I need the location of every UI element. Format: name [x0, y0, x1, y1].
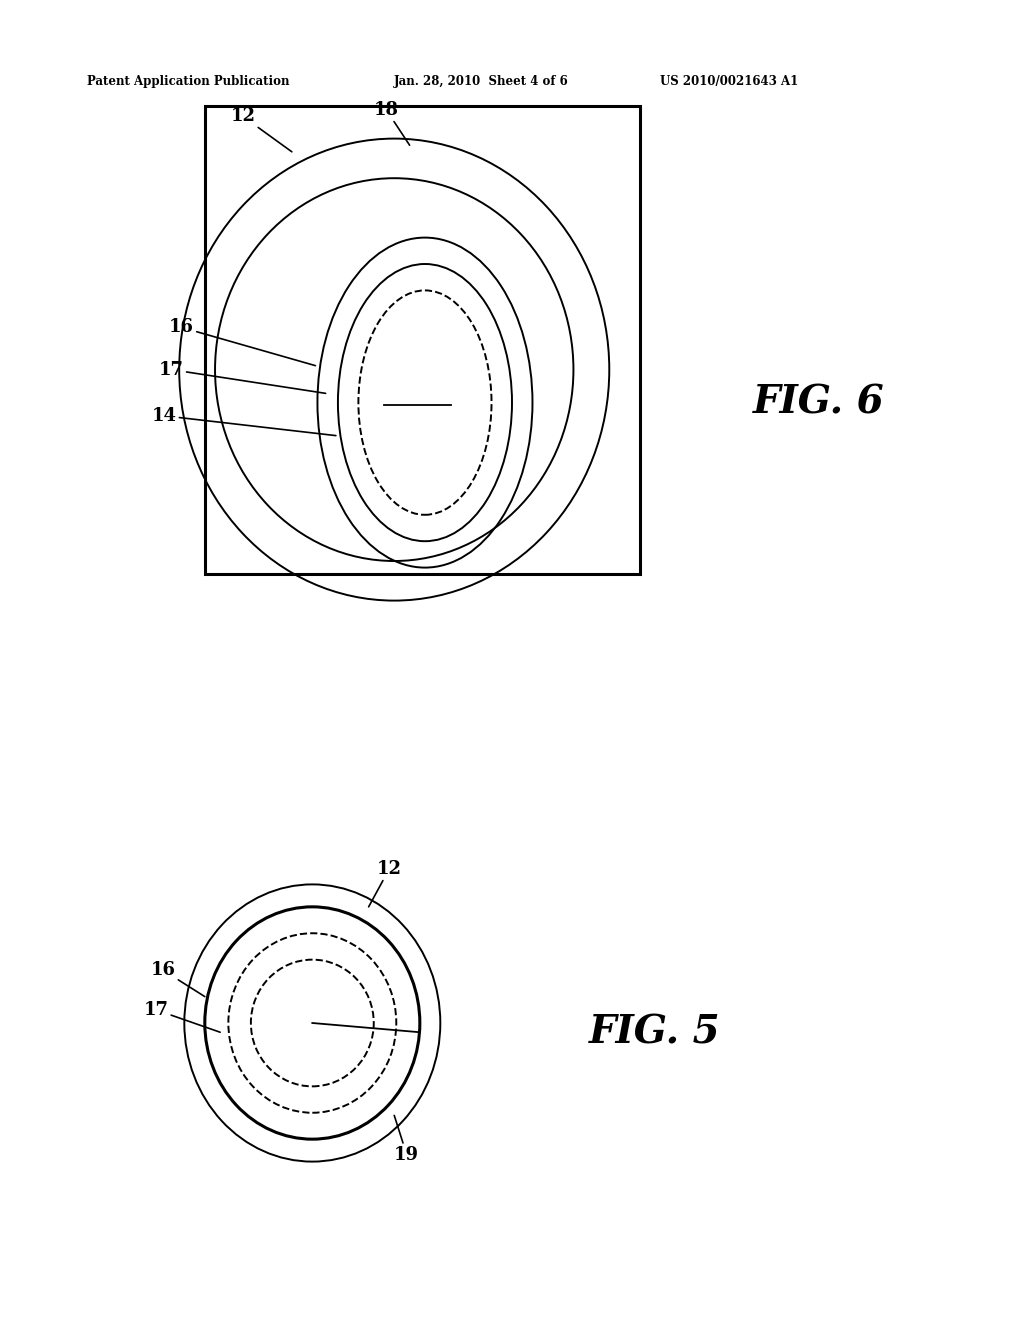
Text: 12: 12: [369, 859, 401, 907]
Text: 19: 19: [394, 1115, 419, 1164]
Text: Jan. 28, 2010  Sheet 4 of 6: Jan. 28, 2010 Sheet 4 of 6: [394, 75, 569, 88]
Text: US 2010/0021643 A1: US 2010/0021643 A1: [660, 75, 799, 88]
Text: 17: 17: [143, 1001, 220, 1032]
Text: 16: 16: [151, 961, 205, 997]
Text: 14: 14: [152, 407, 336, 436]
Text: 16: 16: [169, 318, 315, 366]
Text: FIG. 5: FIG. 5: [589, 1014, 721, 1051]
Text: 18: 18: [374, 100, 410, 145]
FancyBboxPatch shape: [205, 106, 640, 574]
Text: FIG. 6: FIG. 6: [753, 384, 885, 421]
Text: 17: 17: [159, 360, 326, 393]
Text: 12: 12: [230, 107, 292, 152]
Text: Patent Application Publication: Patent Application Publication: [87, 75, 290, 88]
